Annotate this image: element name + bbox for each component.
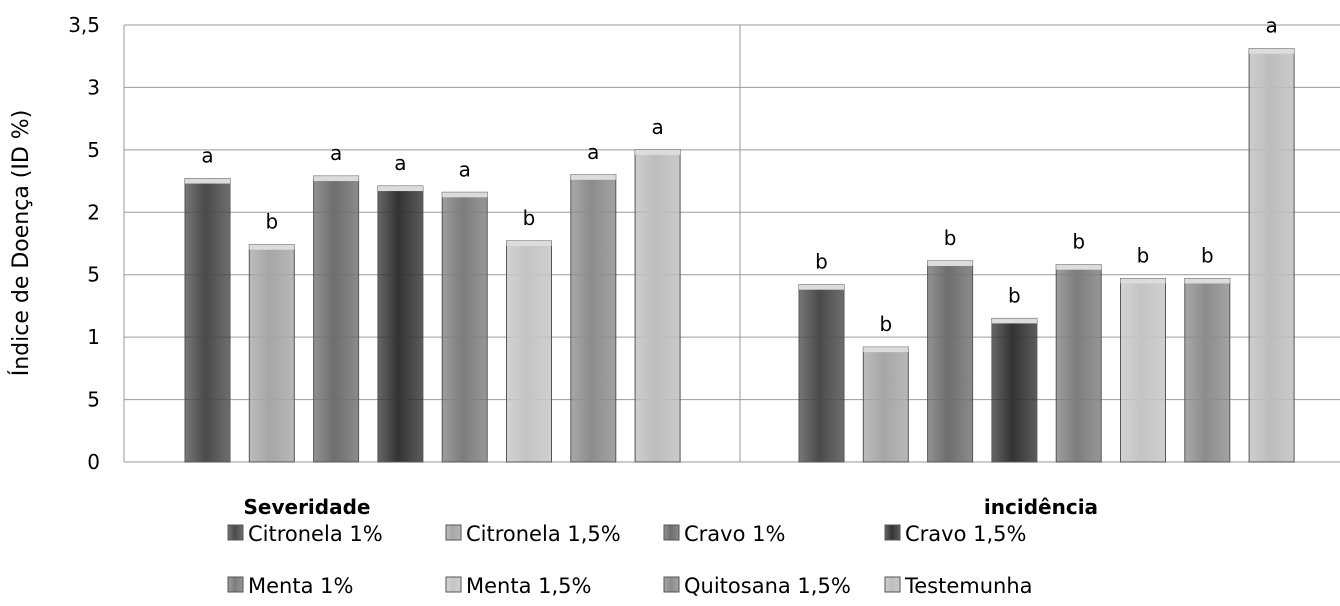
category-label: incidência (984, 495, 1098, 519)
legend-label: Cravo 1% (684, 522, 785, 546)
y-tick-labels: 0 5 1 5 2 5 3 3,5 (68, 13, 100, 474)
bar (441, 191, 488, 463)
bar-top-bevel (313, 176, 359, 182)
bar-top-bevel (927, 260, 973, 266)
data-label: b (1137, 243, 1150, 267)
y-tick-label: 5 (87, 138, 100, 162)
legend: Citronela 1% Citronela 1,5% Cravo 1% Cravo … (227, 522, 1033, 598)
bar-top-bevel (799, 284, 844, 290)
bar-top-bevel (1056, 264, 1102, 270)
bar (927, 260, 974, 463)
legend-swatch (445, 524, 462, 541)
legend-label: Citronela 1% (248, 522, 383, 546)
data-label: b (1072, 230, 1085, 254)
bar (991, 317, 1038, 463)
bar-top-bevel (991, 318, 1037, 324)
legend-item: Menta 1% (227, 574, 353, 598)
bar (570, 174, 617, 463)
bar-top-bevel (506, 241, 552, 247)
bars (184, 48, 1295, 463)
bar (862, 346, 909, 463)
data-labels: a b a a a b a a b b b b b b b a (201, 14, 1277, 336)
legend-item: Testemunha (884, 574, 1033, 598)
data-label: b (944, 226, 957, 250)
bar (248, 244, 295, 463)
legend-label: Menta 1% (248, 574, 353, 598)
legend-item: Cravo 1,5% (884, 522, 1026, 546)
legend-swatch (445, 576, 462, 593)
data-label: b (1008, 283, 1021, 307)
legend-item: Citronela 1,5% (445, 522, 621, 546)
bar-top-bevel (635, 149, 681, 155)
bar-top-bevel (570, 174, 616, 180)
data-label: a (651, 115, 663, 139)
legend-swatch (227, 524, 244, 541)
bar-top-bevel (863, 347, 909, 353)
legend-label: Citronela 1,5% (466, 522, 621, 546)
bar (184, 178, 231, 463)
legend-swatch (884, 524, 901, 541)
data-label: a (394, 151, 406, 175)
bar (1120, 277, 1166, 463)
bar (1184, 277, 1231, 463)
data-label: a (1265, 14, 1277, 38)
bar-top-bevel (249, 244, 295, 250)
bar-top-bevel (185, 178, 230, 184)
data-label: b (265, 210, 278, 234)
y-tick-label: 0 (87, 450, 100, 474)
bar-top-bevel (1249, 48, 1295, 54)
bar-top-bevel (442, 192, 488, 198)
y-tick-label: 3 (87, 75, 100, 99)
legend-label: Testemunha (904, 574, 1033, 598)
bar-top-bevel (377, 186, 423, 192)
category-labels: Severidade incidência (244, 495, 1099, 519)
y-tick-label: 1 (87, 325, 100, 349)
legend-item: Quitosana 1,5% (663, 574, 851, 598)
legend-item: Menta 1,5% (445, 574, 591, 598)
legend-swatch (227, 576, 244, 593)
legend-label: Cravo 1,5% (905, 522, 1026, 546)
bar-top-bevel (1184, 278, 1230, 284)
legend-label: Menta 1,5% (466, 574, 591, 598)
data-label: a (459, 157, 471, 181)
legend-swatch (663, 576, 680, 593)
legend-item: Cravo 1% (663, 522, 785, 546)
bar-top-bevel (1120, 278, 1166, 284)
data-label: a (201, 144, 213, 168)
bar (634, 149, 681, 463)
legend-item: Citronela 1% (227, 522, 383, 546)
data-label: b (1201, 243, 1214, 267)
data-label: b (523, 206, 536, 230)
bar (798, 284, 845, 463)
y-tick-label: 5 (87, 263, 100, 287)
legend-swatch (884, 576, 901, 593)
data-label: a (330, 141, 342, 165)
bar (313, 175, 360, 463)
bar (1055, 264, 1102, 463)
y-tick-label: 2 (87, 200, 100, 224)
y-axis-label: Índice de Doença (ID %) (8, 110, 34, 377)
legend-swatch (663, 524, 680, 541)
bar (377, 185, 424, 463)
y-tick-label: 3,5 (68, 13, 100, 37)
data-label: b (879, 312, 892, 336)
category-label: Severidade (244, 495, 371, 519)
data-label: a (587, 140, 599, 164)
bar (506, 240, 552, 463)
y-tick-label: 5 (87, 388, 100, 412)
legend-label: Quitosana 1,5% (684, 574, 851, 598)
bar (1248, 48, 1295, 463)
data-label: b (815, 250, 828, 274)
